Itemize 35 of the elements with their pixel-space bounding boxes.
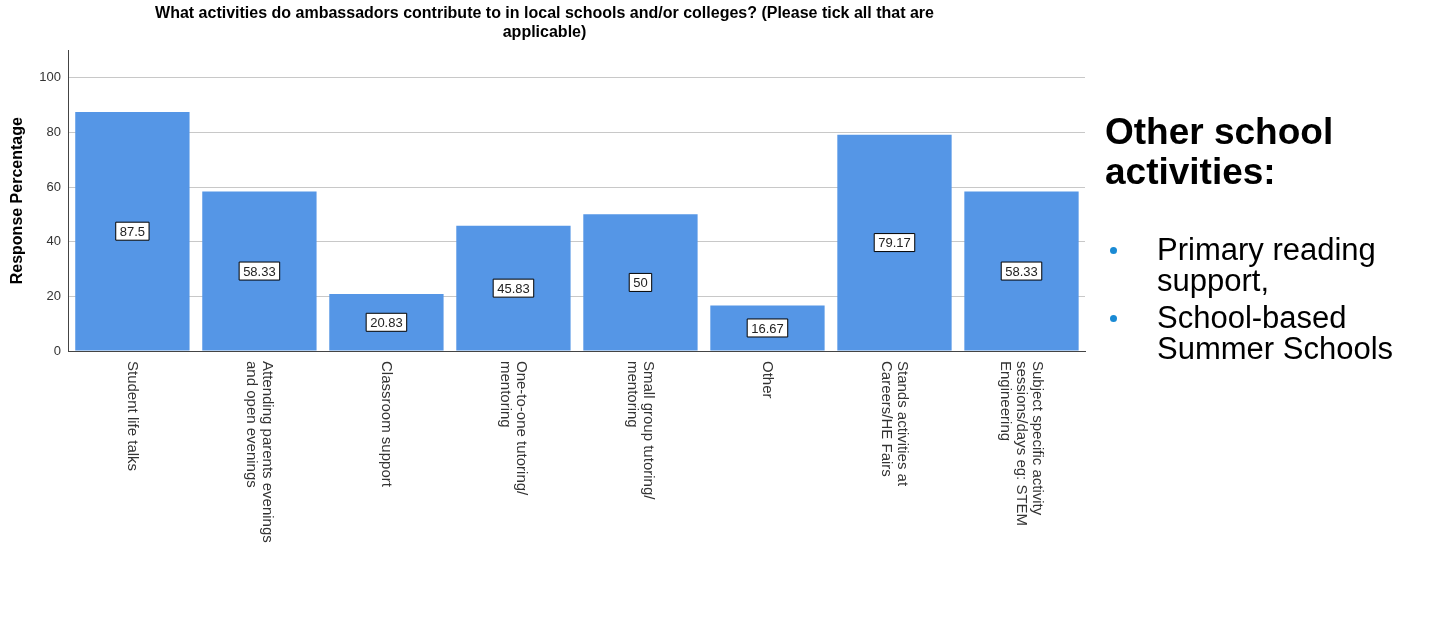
- data-label: 87.5: [119, 223, 146, 239]
- x-tick-label: One-to-one tutoring/ mentoring: [498, 361, 532, 497]
- y-tick-label: 40: [46, 233, 61, 249]
- data-label: 58.33: [1005, 263, 1038, 279]
- data-label: 79.17: [878, 235, 911, 251]
- bar: [75, 111, 190, 351]
- x-tick-label: Subject specific activity sessions/days eg: STEM Engineering: [998, 361, 1048, 527]
- bar: [583, 214, 698, 351]
- y-tick-label: 60: [46, 178, 61, 194]
- chart-title: What activities do ambassadors contribute to in local schools and/or colleges? (Please tick all that are applicable): [155, 4, 935, 41]
- data-label: 50: [633, 275, 648, 291]
- x-tick-label: Attending parents evenings and open evenings: [244, 361, 278, 543]
- y-tick-label: 100: [39, 69, 61, 85]
- y-axis-title: Response Percentage: [8, 117, 26, 285]
- bar: [964, 191, 1079, 351]
- x-tick-label: Small group tutoring/ mentoring: [625, 361, 659, 501]
- text: Other school activities:: [1105, 111, 1335, 192]
- data-label: 20.83: [370, 314, 403, 330]
- bar: [837, 134, 952, 351]
- x-tick-label: Student life talks: [125, 361, 143, 472]
- x-tick-label: Classroom support: [379, 361, 397, 488]
- y-tick-label: 80: [46, 123, 61, 139]
- data-label: 58.33: [243, 263, 276, 279]
- data-label: 45.83: [497, 280, 530, 296]
- bar: [202, 191, 317, 351]
- text: School-based Summer Schools: [1156, 300, 1395, 366]
- x-tick-label: Other: [760, 361, 778, 399]
- y-tick-label: 0: [53, 342, 61, 358]
- text: Primary reading support,: [1156, 232, 1377, 298]
- bar: [329, 294, 444, 351]
- data-label: 16.67: [751, 320, 784, 336]
- bar: [710, 305, 825, 351]
- x-tick-label: Stands activities at Careers/HE Fairs: [879, 361, 913, 487]
- bar: [456, 225, 571, 351]
- y-tick-label: 20: [46, 287, 61, 303]
